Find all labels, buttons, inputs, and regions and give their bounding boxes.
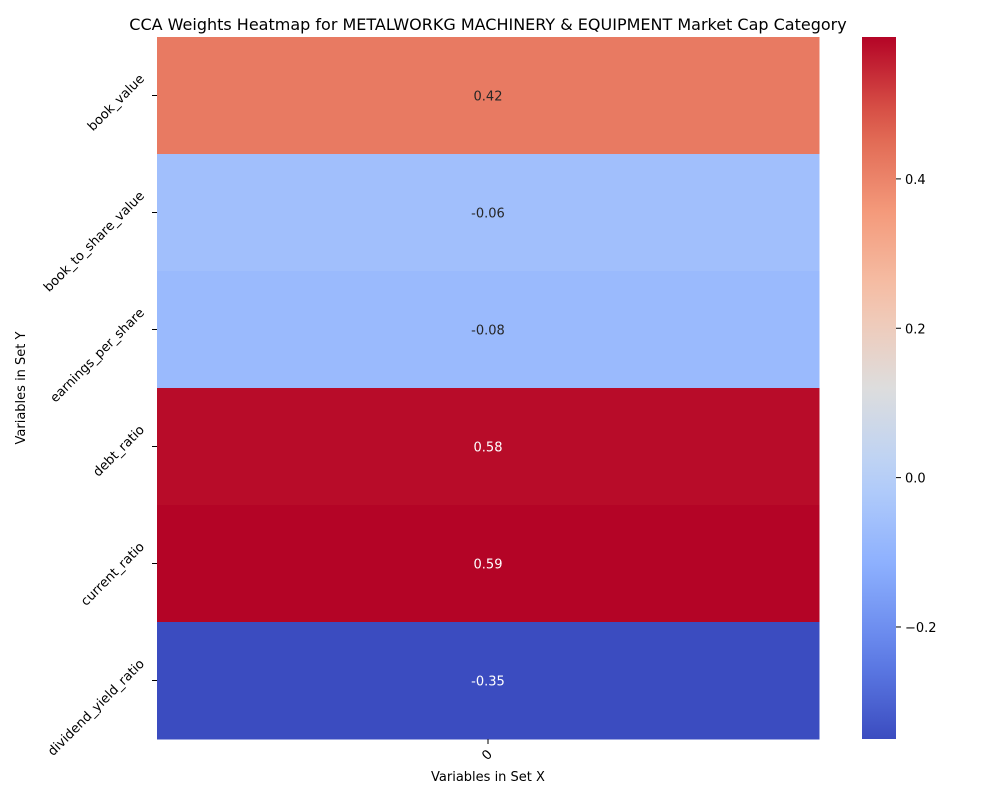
heatmap-cell [157, 37, 820, 155]
y-tick-label: dividend_yield_ratio [45, 657, 148, 760]
x-axis: 0 [479, 739, 496, 764]
cell-value-label: 0.58 [474, 441, 503, 456]
chart-title: CCA Weights Heatmap for METALWORKG MACHI… [129, 15, 846, 34]
cell-value-label: 0.59 [474, 558, 503, 573]
y-tick-label: current_ratio [78, 540, 148, 610]
cell-value-label: -0.06 [471, 207, 505, 222]
colorbar-ticks: 0.4 0.2 0.0 −0.2 [896, 173, 937, 636]
heatmap-cell [157, 622, 820, 740]
colorbar [862, 37, 896, 739]
x-tick-label: 0 [479, 747, 495, 763]
y-tick-label: book_to_share_value [41, 189, 148, 296]
cell-value-label: 0.42 [474, 90, 503, 105]
x-axis-label: Variables in Set X [431, 770, 545, 785]
y-tick-label: earnings_per_share [48, 306, 148, 406]
heatmap-cell-labels: 0.42 -0.06 -0.08 0.58 0.59 -0.35 [471, 90, 505, 690]
heatmap-cell [157, 388, 820, 506]
y-axis: book_value book_to_share_valueearnings_pe… [41, 72, 157, 760]
colorbar-tick-label: 0.4 [905, 173, 926, 188]
colorbar-tick-label: 0.2 [905, 322, 926, 337]
heatmap-cell [157, 271, 820, 389]
y-tick-label: book_value [85, 72, 148, 135]
cell-value-label: -0.08 [471, 324, 505, 339]
heatmap-cell [157, 154, 820, 272]
heatmap-cell [157, 505, 820, 623]
y-tick-label: debt_ratio [90, 423, 147, 480]
cell-value-label: -0.35 [471, 675, 505, 690]
colorbar-tick-label: 0.0 [905, 472, 926, 487]
heatmap-cells [157, 37, 820, 740]
colorbar-tick-label: −0.2 [905, 621, 937, 636]
y-axis-label: Variables in Set Y [14, 331, 29, 444]
